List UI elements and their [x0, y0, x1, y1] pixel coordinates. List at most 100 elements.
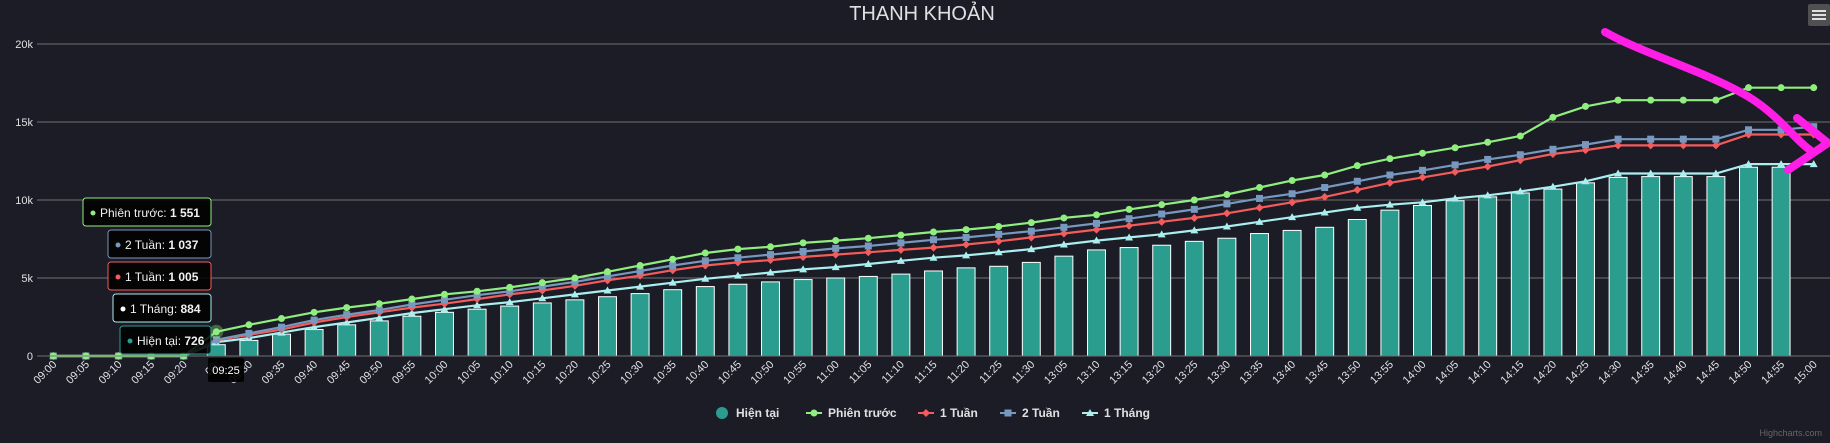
point-1-thang-1340[interactable]: [1288, 213, 1297, 221]
point-1-thang-1000[interactable]: [440, 305, 449, 313]
point-2-tuan-1115[interactable]: [930, 236, 937, 244]
point-1-thang-1335[interactable]: [1255, 217, 1264, 225]
point-1-tuan-1440[interactable]: [1679, 141, 1688, 150]
legend-item-1-tuan[interactable]: 1 Tuần: [918, 406, 978, 420]
point-phien-truoc-1350[interactable]: [1353, 162, 1361, 170]
bar-hien-tai-1020[interactable]: [565, 299, 585, 357]
point-phien-truoc-1315[interactable]: [1125, 205, 1133, 213]
point-1-tuan-1315[interactable]: [1125, 221, 1134, 230]
point-1-thang-1315[interactable]: [1125, 233, 1134, 241]
point-phien-truoc-1005[interactable]: [473, 287, 481, 295]
point-phien-truoc-1120[interactable]: [962, 226, 970, 234]
point-phien-truoc-1020[interactable]: [571, 274, 579, 282]
point-phien-truoc-1125[interactable]: [995, 223, 1003, 231]
point-phien-truoc-1325[interactable]: [1190, 196, 1198, 204]
point-1-tuan-1435[interactable]: [1646, 141, 1655, 150]
point-1-thang-1345[interactable]: [1320, 208, 1329, 216]
point-phien-truoc-1345[interactable]: [1321, 171, 1329, 179]
point-1-thang-1310[interactable]: [1092, 236, 1101, 244]
point-1-thang-1130[interactable]: [1027, 245, 1036, 253]
bar-hien-tai-1425[interactable]: [1576, 182, 1595, 357]
point-1-thang-1030[interactable]: [636, 282, 645, 290]
point-1-tuan-1325[interactable]: [1190, 213, 1199, 222]
point-1-thang-1420[interactable]: [1548, 182, 1557, 190]
point-2-tuan-1040[interactable]: [701, 257, 709, 265]
point-1-tuan-1430[interactable]: [1614, 141, 1623, 150]
legend-item-2-tuan[interactable]: 2 Tuần: [1000, 406, 1060, 420]
point-2-tuan-1025[interactable]: [604, 272, 611, 280]
bar-hien-tai-1055[interactable]: [793, 279, 813, 357]
point-1-thang-1320[interactable]: [1157, 230, 1166, 238]
point-2-tuan-1110[interactable]: [897, 239, 905, 247]
point-2-tuan-1430[interactable]: [1614, 135, 1622, 143]
point-1-thang-1040[interactable]: [701, 274, 710, 282]
point-1-thang-1350[interactable]: [1353, 203, 1362, 211]
point-1-thang-1100[interactable]: [831, 263, 840, 271]
bar-hien-tai-0955[interactable]: [402, 315, 422, 357]
point-1-thang-1115[interactable]: [929, 253, 938, 261]
bar-hien-tai-1040[interactable]: [695, 286, 715, 357]
point-phien-truoc-1455[interactable]: [1777, 84, 1785, 92]
bar-hien-tai-1045[interactable]: [728, 283, 748, 357]
point-2-tuan-1305[interactable]: [1060, 223, 1068, 231]
point-2-tuan-1355[interactable]: [1386, 171, 1394, 179]
point-2-tuan-1050[interactable]: [767, 251, 774, 259]
bar-hien-tai-1340[interactable]: [1282, 229, 1302, 357]
point-1-tuan-1400[interactable]: [1418, 173, 1427, 182]
point-1-tuan-1120[interactable]: [962, 240, 971, 249]
bar-hien-tai-0935[interactable]: [272, 333, 291, 357]
point-1-tuan-1305[interactable]: [1059, 229, 1068, 238]
point-2-tuan-1450[interactable]: [1745, 126, 1752, 134]
point-phien-truoc-0950[interactable]: [375, 300, 383, 308]
point-2-tuan-0935[interactable]: [278, 323, 285, 331]
point-1-thang-1120[interactable]: [962, 251, 971, 259]
bar-hien-tai-1455[interactable]: [1771, 166, 1791, 357]
point-1-thang-1500[interactable]: [1809, 160, 1818, 168]
point-2-tuan-1030[interactable]: [636, 267, 644, 275]
point-2-tuan-1120[interactable]: [962, 233, 970, 241]
point-2-tuan-1010[interactable]: [506, 287, 514, 295]
point-phien-truoc-1330[interactable]: [1223, 191, 1231, 199]
point-phien-truoc-1340[interactable]: [1288, 177, 1296, 184]
point-1-thang-1125[interactable]: [994, 248, 1003, 256]
point-phien-truoc-1430[interactable]: [1614, 96, 1622, 104]
point-2-tuan-1015[interactable]: [538, 283, 546, 291]
point-1-tuan-1105[interactable]: [864, 248, 873, 257]
point-2-tuan-1340[interactable]: [1288, 190, 1296, 198]
bar-hien-tai-1125[interactable]: [989, 265, 1009, 357]
point-phien-truoc-1100[interactable]: [832, 237, 840, 245]
point-2-tuan-1420[interactable]: [1549, 145, 1557, 153]
point-2-tuan-0940[interactable]: [310, 316, 318, 324]
bar-hien-tai-1355[interactable]: [1380, 209, 1400, 357]
point-2-tuan-1035[interactable]: [669, 262, 677, 270]
bar-hien-tai-1410[interactable]: [1478, 196, 1498, 357]
bar-hien-tai-1100[interactable]: [826, 277, 846, 357]
point-2-tuan-1325[interactable]: [1190, 205, 1198, 213]
bar-hien-tai-1115[interactable]: [924, 270, 943, 357]
point-1-tuan-1115[interactable]: [929, 243, 938, 252]
point-1-thang-1330[interactable]: [1222, 222, 1231, 230]
point-phien-truoc-1400[interactable]: [1419, 149, 1426, 157]
point-phien-truoc-1310[interactable]: [1093, 211, 1100, 219]
point-1-tuan-1340[interactable]: [1288, 198, 1297, 207]
point-1-thang-1405[interactable]: [1451, 194, 1460, 202]
point-2-tuan-1440[interactable]: [1679, 135, 1687, 143]
point-phien-truoc-1420[interactable]: [1549, 113, 1557, 121]
point-phien-truoc-1110[interactable]: [897, 231, 905, 239]
point-1-tuan-1130[interactable]: [1027, 233, 1036, 242]
point-phien-truoc-1415[interactable]: [1516, 132, 1524, 140]
point-1-thang-1035[interactable]: [668, 278, 677, 286]
point-phien-truoc-1130[interactable]: [1027, 219, 1035, 227]
point-2-tuan-1345[interactable]: [1321, 184, 1329, 192]
point-1-thang-1110[interactable]: [896, 256, 905, 264]
point-phien-truoc-1405[interactable]: [1451, 144, 1459, 152]
bar-hien-tai-0940[interactable]: [304, 328, 324, 357]
point-1-thang-1355[interactable]: [1385, 200, 1394, 208]
legend-item-1-thang[interactable]: 1 Tháng: [1082, 406, 1150, 420]
point-phien-truoc-0945[interactable]: [343, 304, 351, 312]
point-1-thang-0945[interactable]: [342, 318, 351, 326]
point-1-tuan-1350[interactable]: [1353, 185, 1362, 194]
bar-hien-tai-1305[interactable]: [1054, 255, 1074, 357]
point-1-thang-1325[interactable]: [1190, 226, 1199, 234]
point-2-tuan-1400[interactable]: [1419, 166, 1426, 174]
